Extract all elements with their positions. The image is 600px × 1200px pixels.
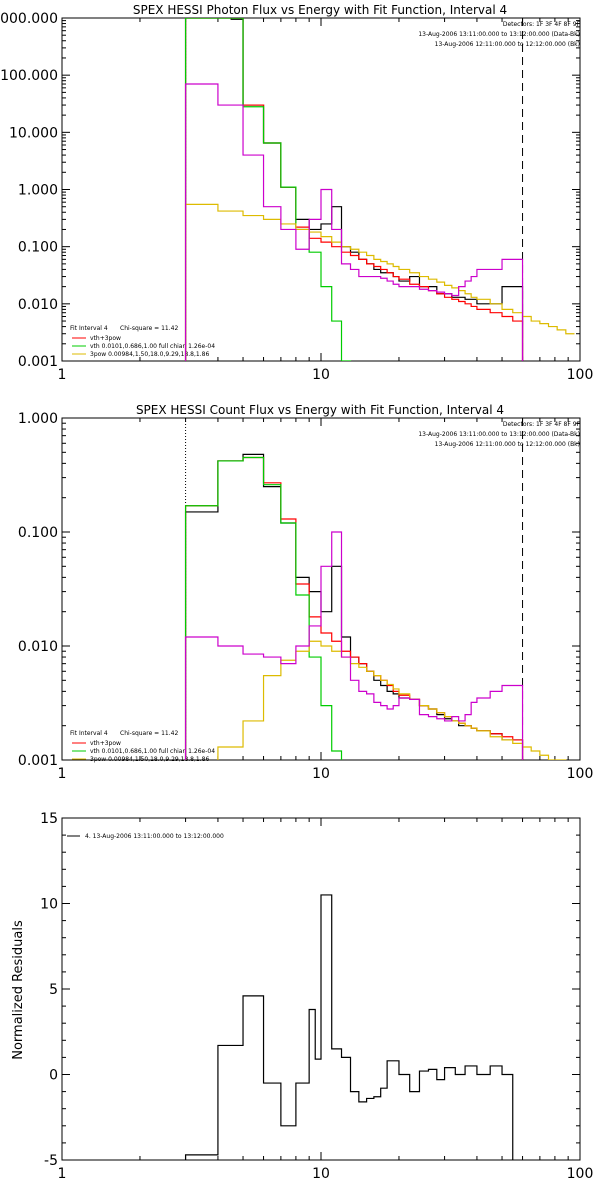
count-flux-detectors: Detectors: 1F 3F 4F 8F 9F: [503, 421, 581, 428]
series-2-0: [184, 894, 514, 1160]
y-tick-label: 5: [49, 982, 58, 998]
series-0-3: [184, 203, 575, 361]
plots-layer: 1 10 1000.0010.0100.1001.00010.000100.0000…: [0, 11, 593, 1182]
series-1-3: [217, 640, 567, 760]
y-tick-label: 0.100: [18, 240, 58, 256]
y-tick-label: 0.010: [18, 639, 58, 655]
chart-1: 1 10 100 0.001 0.010 0.100 1.000: [18, 411, 593, 782]
y-tick-label: 1.000: [18, 183, 58, 199]
photon-flux-data-bk-time: 13-Aug-2006 13:11:00.000 to 13:12:00.000…: [418, 31, 580, 38]
residuals-legend-label: 4. 13-Aug-2006 13:11:00.000 to 13:12:00.…: [85, 833, 224, 840]
y-tick-label: 15: [40, 811, 58, 827]
y-tick-label: 0.001: [18, 753, 58, 769]
y-tick-label: 10: [40, 897, 58, 913]
x-tick-label: 1: [58, 766, 67, 782]
y-tick-label: 0.001: [18, 354, 58, 370]
x-tick-label: 1: [58, 1166, 67, 1182]
series-layer: [184, 453, 567, 760]
count-flux-legend-vth-3pow: vth+3pow: [90, 740, 121, 747]
chart-0: 1 10 100 0.001 0.010 0.100 1.000 10.000 100.000 0…: [0, 11, 593, 383]
y-tick-label: 000.000: [0, 11, 58, 27]
chart-2: 1 10 100 -5 0 5 10 15: [40, 811, 593, 1182]
count-flux-bk-time: 13-Aug-2006 12:11:00.000 to 12:12:00.000…: [435, 441, 580, 448]
count-flux-title: SPEX HESSI Count Flux vs Energy with Fit…: [136, 403, 504, 417]
photon-flux-fit-interval: Fit Interval 4: [70, 325, 108, 332]
y-tick-label: 0: [49, 1068, 58, 1084]
series-layer: [184, 18, 575, 361]
y-tick-label: 0.100: [18, 525, 58, 541]
photon-flux-legend-vth-3pow: vth+3pow: [90, 335, 121, 342]
photon-flux-legend-3pow: 3pow 0.00984,1.50,18.0,9.29,18.8,1.86: [90, 351, 209, 358]
x-tick-label: 100: [567, 1166, 594, 1182]
y-tick-label: 0.010: [18, 297, 58, 313]
y-tick-label: -5: [44, 1153, 58, 1169]
photon-flux-bk-time: 13-Aug-2006 12:11:00.000 to 12:12:00.000…: [435, 41, 580, 48]
photon-flux-legend-vth: vth 0.0101,0.686,1.00 full chian 1.26e-0…: [90, 343, 215, 350]
residuals-panel: Normalized Residuals 4. 13-Aug-2006 13:1…: [11, 833, 224, 1060]
count-flux-chi-square: Chi-square = 11.42: [120, 730, 178, 737]
series-1-2: [184, 456, 343, 760]
photon-flux-title: SPEX HESSI Photon Flux vs Energy with Fi…: [133, 3, 507, 17]
x-tick-label: 100: [567, 766, 594, 782]
residuals-ylabel: Normalized Residuals: [11, 920, 26, 1060]
photon-flux-chi-square: Chi-square = 11.42: [120, 325, 178, 332]
photon-flux-panel: SPEX HESSI Photon Flux vs Energy with Fi…: [70, 3, 581, 358]
x-tick-label: 10: [312, 367, 330, 383]
y-tick-label: 1.000: [18, 411, 58, 427]
series-0-2: [184, 18, 352, 361]
x-tick-label: 100: [567, 367, 594, 383]
series-1-4: [184, 531, 524, 760]
photon-flux-legend: Fit Interval 4 Chi-square = 11.42 vth+3p…: [70, 325, 215, 358]
count-flux-data-bk-time: 13-Aug-2006 13:11:00.000 to 13:12:00.000…: [418, 431, 580, 438]
y-tick-label: 100.000: [0, 68, 58, 84]
count-flux-fit-interval: Fit Interval 4: [70, 730, 108, 737]
series-layer: [184, 894, 514, 1160]
x-tick-label: 1: [58, 367, 67, 383]
x-tick-label: 10: [312, 766, 330, 782]
y-tick-label: 10.000: [9, 125, 58, 141]
photon-flux-detectors: Detectors: 1F 3F 4F 8F 9F: [503, 21, 581, 28]
x-tick-label: 10: [312, 1166, 330, 1182]
count-flux-legend-vth: vth 0.0101,0.686,1.00 full chian 1.26e-0…: [90, 748, 215, 755]
series-0-4: [184, 83, 524, 361]
